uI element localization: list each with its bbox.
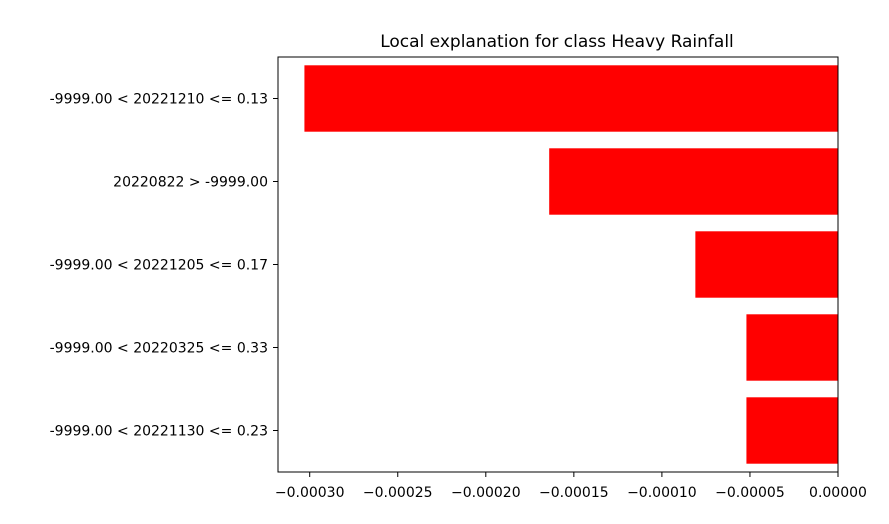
x-tick-label: 0.00000 bbox=[809, 485, 867, 501]
x-tick-label: −0.00005 bbox=[715, 485, 785, 501]
bar-1 bbox=[304, 65, 838, 132]
y-tick-label: -9999.00 < 20220325 <= 0.33 bbox=[50, 341, 268, 357]
y-tick-label: -9999.00 < 20221130 <= 0.23 bbox=[50, 424, 268, 440]
x-tick-label: −0.00025 bbox=[363, 485, 433, 501]
bar-3 bbox=[695, 231, 838, 298]
bars-layer bbox=[304, 65, 838, 464]
y-tick-label: 20220822 > -9999.00 bbox=[113, 175, 268, 191]
ticks-layer: -9999.00 < 20221210 <= 0.13 20220822 > -9… bbox=[50, 92, 867, 502]
x-tick-label: −0.00015 bbox=[539, 485, 609, 501]
x-tick-label: −0.00010 bbox=[627, 485, 697, 501]
chart-title: Local explanation for class Heavy Rainfa… bbox=[380, 32, 734, 52]
y-tick-label: -9999.00 < 20221205 <= 0.17 bbox=[50, 258, 268, 274]
x-tick-label: −0.00030 bbox=[275, 485, 345, 501]
bar-4 bbox=[746, 314, 838, 381]
bar-2 bbox=[549, 148, 838, 215]
x-tick-label: −0.00020 bbox=[451, 485, 521, 501]
y-tick-label: -9999.00 < 20221210 <= 0.13 bbox=[50, 92, 268, 108]
bar-5 bbox=[746, 397, 838, 464]
